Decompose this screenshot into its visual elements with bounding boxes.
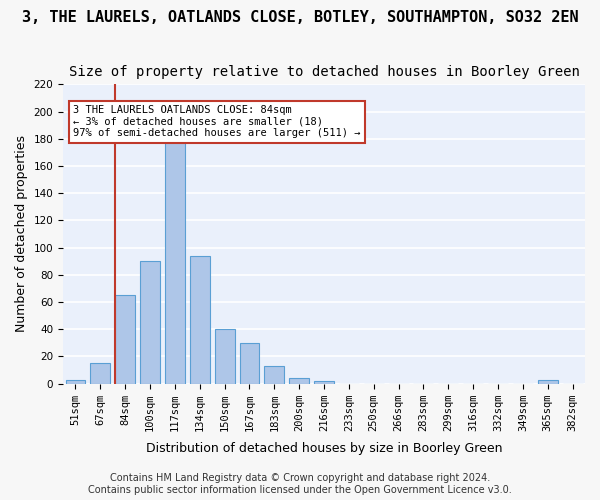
X-axis label: Distribution of detached houses by size in Boorley Green: Distribution of detached houses by size …	[146, 442, 502, 455]
Bar	[190, 256, 209, 384]
Text: 3 THE LAURELS OATLANDS CLOSE: 84sqm
← 3% of detached houses are smaller (18)
97%: 3 THE LAURELS OATLANDS CLOSE: 84sqm ← 3%…	[73, 106, 361, 138]
Bar	[165, 140, 185, 384]
Bar	[115, 295, 135, 384]
Bar	[538, 380, 557, 384]
Bar	[314, 381, 334, 384]
Bar	[140, 261, 160, 384]
Text: 3, THE LAURELS, OATLANDS CLOSE, BOTLEY, SOUTHAMPTON, SO32 2EN: 3, THE LAURELS, OATLANDS CLOSE, BOTLEY, …	[22, 10, 578, 25]
Bar	[265, 366, 284, 384]
Bar	[215, 329, 235, 384]
Title: Size of property relative to detached houses in Boorley Green: Size of property relative to detached ho…	[68, 65, 580, 79]
Text: Contains HM Land Registry data © Crown copyright and database right 2024.
Contai: Contains HM Land Registry data © Crown c…	[88, 474, 512, 495]
Bar	[91, 364, 110, 384]
Bar	[65, 380, 85, 384]
Y-axis label: Number of detached properties: Number of detached properties	[15, 136, 28, 332]
Bar	[239, 343, 259, 384]
Bar	[289, 378, 309, 384]
